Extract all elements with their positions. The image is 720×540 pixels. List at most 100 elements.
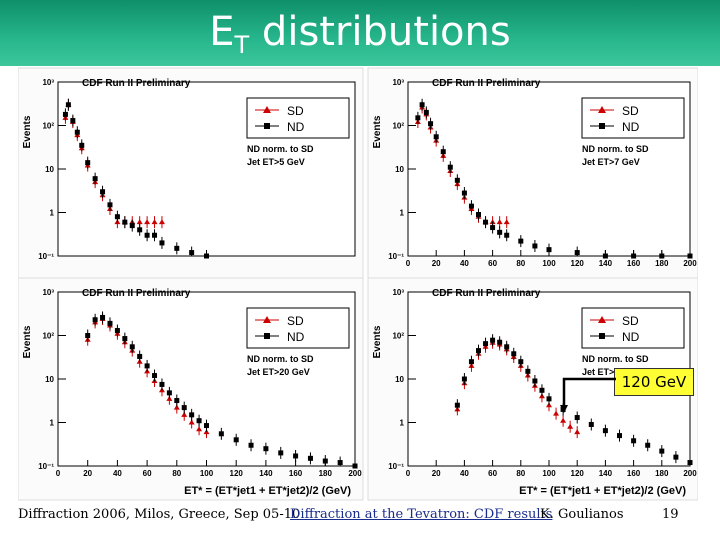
title-e: E bbox=[209, 9, 235, 55]
x-tick-label: 180 bbox=[319, 469, 333, 478]
x-tick-label: 80 bbox=[172, 469, 181, 478]
point-nd bbox=[129, 344, 135, 350]
point-nd bbox=[490, 337, 496, 343]
point-nd bbox=[159, 381, 165, 387]
x-tick-label: 100 bbox=[200, 469, 214, 478]
point-sd bbox=[203, 429, 210, 435]
point-nd bbox=[574, 250, 580, 256]
point-nd bbox=[337, 460, 343, 466]
chart-panel-1: 10⁻¹ 1 10 10² 10³ CDF Run II Preliminary Event… bbox=[18, 67, 364, 279]
point-nd bbox=[476, 348, 481, 354]
point-sd bbox=[553, 410, 560, 416]
point-nd bbox=[532, 243, 538, 249]
x-tick-label: 120 bbox=[571, 469, 585, 478]
x-tick-label: 0 bbox=[56, 469, 61, 478]
legend-marker-sd bbox=[263, 106, 271, 113]
x-tick-label: 120 bbox=[571, 259, 585, 268]
legend-box bbox=[581, 97, 685, 139]
legend-label-nd: ND bbox=[287, 120, 305, 134]
point-nd bbox=[79, 142, 85, 148]
x-axis-label: ET* = (ET*jet1 + ET*jet2)/2 (GeV) bbox=[184, 485, 351, 497]
point-nd bbox=[602, 253, 608, 259]
note-line: Jet ET>5 GeV bbox=[247, 157, 305, 167]
legend-box bbox=[581, 307, 685, 349]
point-nd bbox=[159, 240, 165, 246]
point-sd bbox=[188, 419, 195, 425]
point-nd bbox=[263, 446, 269, 452]
point-nd bbox=[454, 177, 460, 183]
point-nd bbox=[419, 102, 425, 108]
legend-marker-sd bbox=[598, 316, 606, 323]
y-tick-label: 1 bbox=[400, 209, 405, 218]
legend-label-nd: ND bbox=[622, 330, 640, 344]
note-line: Jet ET>7 GeV bbox=[582, 157, 640, 167]
legend-label-nd: ND bbox=[622, 120, 640, 134]
point-nd bbox=[74, 129, 80, 135]
chart-title: CDF Run II Preliminary bbox=[82, 78, 191, 89]
point-nd bbox=[189, 412, 195, 418]
point-nd bbox=[166, 390, 172, 396]
footer-talk-link[interactable]: Diffraction at the Tevatron: CDF results bbox=[290, 507, 553, 522]
point-nd bbox=[518, 359, 524, 365]
point-nd bbox=[433, 134, 439, 140]
x-tick-label: 160 bbox=[627, 469, 641, 478]
title-sub-t: T bbox=[234, 31, 250, 59]
point-nd bbox=[468, 203, 474, 209]
chart-panel-3: 10⁻¹ 1 10 10² 10³ 0 20 40 60 80 100 120 140 160 180 200… bbox=[18, 277, 364, 501]
note-line: Jet ET>50 GeV bbox=[582, 367, 645, 377]
point-nd bbox=[137, 353, 143, 359]
point-nd bbox=[483, 341, 489, 347]
point-nd bbox=[504, 232, 510, 238]
point-nd bbox=[174, 245, 180, 251]
point-nd bbox=[483, 219, 489, 225]
x-tick-label: 40 bbox=[460, 469, 469, 478]
point-nd bbox=[137, 227, 143, 233]
point-sd bbox=[567, 423, 574, 429]
y-tick-label: 10 bbox=[45, 165, 54, 174]
point-nd bbox=[588, 421, 594, 427]
point-sd bbox=[144, 219, 151, 225]
y-axis-label: Events bbox=[22, 325, 33, 358]
x-tick-label: 140 bbox=[599, 469, 613, 478]
point-nd bbox=[518, 238, 524, 244]
point-nd bbox=[85, 160, 91, 166]
point-nd bbox=[423, 109, 429, 115]
x-tick-label: 0 bbox=[406, 469, 411, 478]
point-nd bbox=[352, 463, 358, 469]
x-tick-label: 20 bbox=[83, 469, 92, 478]
x-tick-label: 120 bbox=[230, 469, 244, 478]
chart-panel-4: 10⁻¹ 1 10 10² 10³ 0 20 40 60 80 100 120 140 160 180 200… bbox=[367, 277, 698, 501]
point-nd bbox=[62, 111, 68, 117]
point-sd bbox=[151, 219, 158, 225]
legend-marker-nd bbox=[599, 123, 605, 129]
point-sd bbox=[574, 429, 581, 435]
x-tick-label: 160 bbox=[289, 469, 303, 478]
point-nd bbox=[174, 398, 180, 404]
point-nd bbox=[92, 317, 98, 323]
note-line: ND norm. to SD bbox=[582, 354, 649, 364]
y-tick-label: 1 bbox=[50, 419, 55, 428]
slide-title: ET distributions bbox=[0, 8, 720, 69]
y-tick-label: 1 bbox=[50, 209, 55, 218]
point-nd bbox=[107, 320, 113, 326]
chart-title: CDF Run II Preliminary bbox=[432, 78, 541, 89]
point-nd bbox=[100, 189, 106, 195]
legend-label-sd: SD bbox=[622, 104, 639, 118]
legend-label-sd: SD bbox=[622, 314, 639, 328]
legend-label-sd: SD bbox=[287, 314, 304, 328]
x-tick-label: 60 bbox=[143, 469, 152, 478]
legend-box bbox=[246, 307, 350, 349]
note-line: ND norm. to SD bbox=[247, 354, 314, 364]
point-nd bbox=[100, 314, 106, 320]
y-tick-label: 1 bbox=[400, 419, 405, 428]
y-tick-label: 10⁻¹ bbox=[38, 462, 54, 471]
point-nd bbox=[70, 118, 76, 124]
point-nd bbox=[539, 387, 545, 393]
footer-page-number: 19 bbox=[662, 507, 679, 522]
legend-box bbox=[246, 97, 350, 139]
y-tick-label: 10² bbox=[392, 122, 404, 131]
point-nd bbox=[476, 211, 481, 217]
point-nd bbox=[129, 223, 135, 229]
point-nd bbox=[687, 253, 693, 259]
